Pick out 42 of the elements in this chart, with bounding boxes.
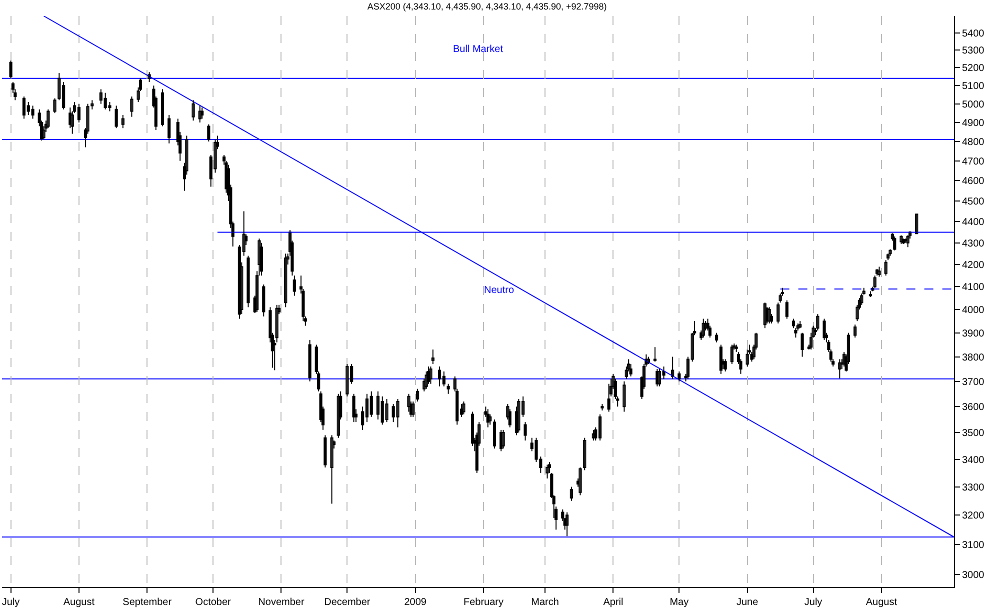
y-tick-label: 5000	[962, 99, 985, 110]
x-tick-label: July	[804, 597, 822, 608]
x-tick-label: November	[258, 597, 305, 608]
x-tick-label: May	[670, 597, 689, 608]
x-tick-label: September	[122, 597, 172, 608]
y-tick-label: 4400	[962, 217, 985, 228]
x-tick-label: 2009	[404, 597, 427, 608]
y-tick-label: 3300	[962, 482, 985, 494]
y-tick-label: 3000	[962, 570, 985, 582]
y-tick-label: 3200	[962, 510, 985, 522]
x-tick-label: December	[324, 597, 371, 608]
y-tick-label: 5400	[962, 28, 985, 40]
x-tick-label: July	[2, 597, 20, 608]
y-tick-label: 5100	[962, 81, 985, 92]
x-tick-label: March	[531, 597, 559, 608]
y-tick-label: 5300	[962, 46, 985, 57]
y-tick-label: 3700	[962, 376, 985, 388]
y-tick-label: 4100	[962, 282, 985, 294]
y-tick-label: 3900	[962, 328, 985, 340]
y-tick-label: 3500	[962, 428, 985, 440]
y-tick-label: 4800	[962, 136, 985, 148]
y-tick-label: 4000	[962, 304, 985, 316]
annotation: Bull Market	[453, 44, 504, 55]
x-tick-label: October	[195, 597, 232, 608]
y-tick-label: 3100	[962, 540, 985, 551]
y-tick-label: 4200	[962, 260, 985, 272]
x-tick-label: August	[63, 597, 95, 608]
y-tick-label: 4900	[962, 118, 985, 129]
x-tick-label: June	[736, 597, 759, 608]
y-tick-label: 3400	[962, 454, 985, 466]
y-tick-label: 4300	[962, 238, 985, 250]
x-tick-label: April	[603, 597, 624, 608]
y-tick-label: 4700	[962, 156, 985, 168]
x-tick-label: February	[463, 597, 504, 608]
chart-title: ASX200 (4,343.10, 4,435.90, 4,343.10, 4,435.90, +92.7998)	[367, 1, 607, 12]
x-tick-label: August	[866, 597, 898, 608]
y-tick-label: 4600	[962, 176, 985, 188]
y-tick-label: 3800	[962, 352, 985, 364]
annotation: Neutro	[484, 285, 514, 296]
y-tick-label: 3600	[962, 402, 985, 414]
y-tick-label: 4500	[962, 196, 985, 208]
y-tick-label: 5200	[962, 63, 985, 74]
